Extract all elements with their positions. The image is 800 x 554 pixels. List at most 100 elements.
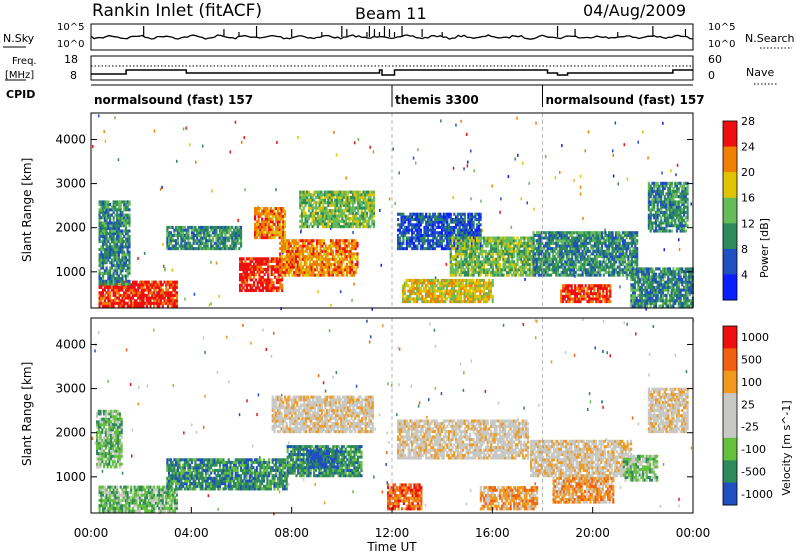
data-cell [151, 283, 154, 287]
data-cell [239, 262, 242, 266]
data-cell [257, 217, 260, 221]
data-cell [307, 255, 310, 259]
data-cell [498, 273, 502, 277]
data-cell [238, 247, 241, 251]
data-cell [175, 299, 178, 303]
data-cell [114, 258, 117, 262]
data-cell [435, 231, 438, 235]
data-cell [590, 233, 593, 237]
data-cell [279, 247, 282, 251]
data-cell [178, 225, 181, 229]
data-speckle [280, 307, 282, 311]
data-cell [287, 241, 291, 245]
data-cell [609, 231, 612, 235]
data-cell [344, 225, 347, 229]
data-cell [316, 190, 319, 194]
data-cell [458, 236, 461, 240]
data-speckle [398, 171, 400, 175]
data-cell [488, 270, 491, 274]
data-cell [608, 244, 611, 248]
data-cell [611, 236, 614, 240]
data-cell [339, 195, 342, 199]
nave-label: Nave [746, 66, 774, 79]
data-cell [197, 231, 201, 235]
data-cell [593, 286, 596, 290]
data-cell [240, 244, 243, 248]
data-cell [302, 222, 305, 226]
data-cell [338, 268, 341, 272]
data-cell [320, 214, 323, 218]
data-cell [342, 260, 345, 264]
data-cell [629, 270, 632, 274]
data-cell [325, 195, 328, 199]
data-cell [419, 215, 422, 219]
data-cell [114, 240, 117, 244]
data-cell [437, 244, 440, 248]
data-cell [625, 265, 628, 269]
data-cell [345, 273, 348, 277]
data-cell [483, 260, 486, 264]
data-cell [280, 236, 283, 240]
data-cell [433, 228, 437, 232]
data-cell [102, 288, 105, 292]
data-cell [299, 190, 302, 194]
data-cell [102, 263, 105, 267]
data-cell [319, 263, 322, 267]
data-cell [330, 222, 333, 226]
data-cell [112, 269, 115, 273]
data-cell [586, 249, 590, 253]
data-cell [541, 263, 544, 267]
data-cell [271, 228, 274, 232]
data-cell [551, 257, 554, 261]
data-cell [460, 273, 463, 277]
data-cell [521, 252, 524, 256]
data-cell [247, 265, 250, 269]
data-cell [356, 260, 359, 264]
data-cell [309, 211, 312, 215]
data-cell [304, 225, 307, 229]
data-cell [571, 252, 574, 256]
data-cell [236, 233, 239, 237]
data-cell [126, 285, 129, 289]
data-cell [474, 244, 477, 248]
data-speckle [514, 157, 516, 161]
data-cell [262, 207, 265, 211]
data-cell [618, 239, 621, 243]
data-cell [495, 247, 498, 251]
data-cell [116, 274, 119, 278]
data-cell [477, 236, 480, 240]
data-cell [340, 239, 343, 243]
data-cell [282, 207, 285, 211]
data-cell [332, 193, 335, 197]
data-cell [596, 289, 600, 293]
data-cell [558, 265, 561, 269]
data-cell [534, 265, 537, 269]
data-cell [479, 268, 482, 272]
data-cell [117, 304, 120, 308]
data-cell [627, 241, 630, 245]
data-cell [463, 218, 466, 222]
data-cell [324, 263, 327, 267]
data-cell [140, 304, 143, 308]
data-cell [270, 259, 273, 263]
data-cell [305, 260, 308, 264]
data-cell [123, 245, 126, 249]
data-cell [615, 260, 618, 264]
data-cell [553, 249, 556, 253]
data-cell [397, 239, 400, 243]
data-cell [462, 220, 465, 224]
data-cell [599, 263, 602, 267]
data-cell [110, 237, 113, 241]
data-cell [330, 263, 333, 267]
data-cell [536, 268, 539, 272]
data-cell [310, 249, 313, 253]
data-cell [560, 300, 563, 304]
data-cell [98, 221, 101, 225]
data-cell [119, 266, 122, 270]
data-cell [168, 241, 171, 245]
data-cell [119, 269, 122, 273]
data-cell [470, 263, 473, 267]
data-cell [432, 220, 435, 224]
data-cell [291, 249, 294, 253]
data-cell [128, 293, 131, 297]
